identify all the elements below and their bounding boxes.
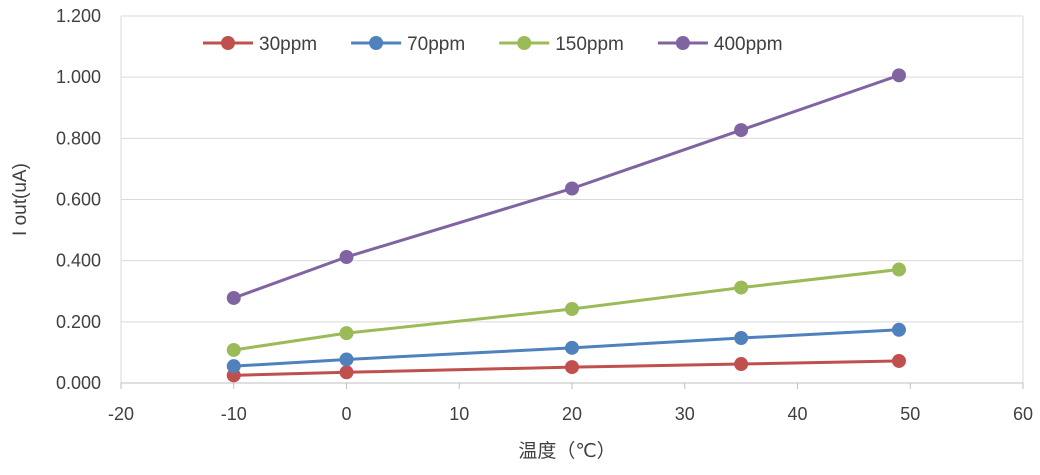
legend: 30ppm 70ppm 150ppm 400ppm <box>203 34 783 55</box>
x-tick-label: 50 <box>900 404 920 424</box>
data-point-30ppm <box>891 353 906 368</box>
x-tick-label: 0 <box>341 404 351 424</box>
data-point-400ppm <box>891 68 906 83</box>
y-tick-label: 0.000 <box>56 373 101 393</box>
x-tick-label: 30 <box>675 404 695 424</box>
x-tick-label: 20 <box>562 404 582 424</box>
data-point-30ppm <box>734 357 749 372</box>
x-tick-label: -10 <box>221 404 247 424</box>
data-point-400ppm <box>226 290 241 305</box>
y-tick-label: 0.600 <box>56 190 101 210</box>
data-point-70ppm <box>734 331 749 346</box>
series-lines <box>226 68 906 383</box>
y-tick-label: 1.000 <box>56 67 101 87</box>
axes: 0.000 0.200 0.400 0.600 0.800 1.000 1.200 -20 -1… <box>56 6 1033 424</box>
data-point-400ppm <box>734 123 749 138</box>
x-tick-label: 60 <box>1013 404 1033 424</box>
data-point-30ppm <box>339 365 354 380</box>
y-axis-title: I out(uA) <box>10 163 31 236</box>
data-point-150ppm <box>339 326 354 341</box>
data-point-400ppm <box>565 181 579 196</box>
legend-label-400ppm: 400ppm <box>714 34 783 55</box>
legend-marker-70ppm <box>369 36 384 50</box>
data-point-150ppm <box>734 280 749 295</box>
legend-marker-150ppm <box>517 36 532 50</box>
data-point-150ppm <box>891 262 906 277</box>
legend-label-70ppm: 70ppm <box>407 34 465 55</box>
legend-label-30ppm: 30ppm <box>259 34 317 55</box>
x-tick-label: 10 <box>449 404 469 424</box>
y-tick-label: 1.200 <box>56 6 101 26</box>
y-tick-label: 0.200 <box>56 312 101 332</box>
data-point-150ppm <box>565 301 579 316</box>
y-tick-label: 0.400 <box>56 251 101 271</box>
data-point-70ppm <box>339 352 354 367</box>
x-tick-label: 40 <box>787 404 807 424</box>
x-axis-title: 温度（℃） <box>518 440 615 462</box>
data-point-70ppm <box>226 359 241 374</box>
data-point-30ppm <box>565 360 579 375</box>
legend-label-150ppm: 150ppm <box>555 34 624 55</box>
x-tick-label: -20 <box>108 404 134 424</box>
data-point-150ppm <box>226 342 241 357</box>
gridlines <box>120 15 1024 383</box>
data-point-70ppm <box>565 340 579 355</box>
data-point-400ppm <box>339 249 354 264</box>
legend-marker-30ppm <box>221 36 235 50</box>
y-tick-label: 0.800 <box>56 128 101 148</box>
data-point-70ppm <box>891 322 906 337</box>
legend-marker-400ppm <box>675 36 690 50</box>
